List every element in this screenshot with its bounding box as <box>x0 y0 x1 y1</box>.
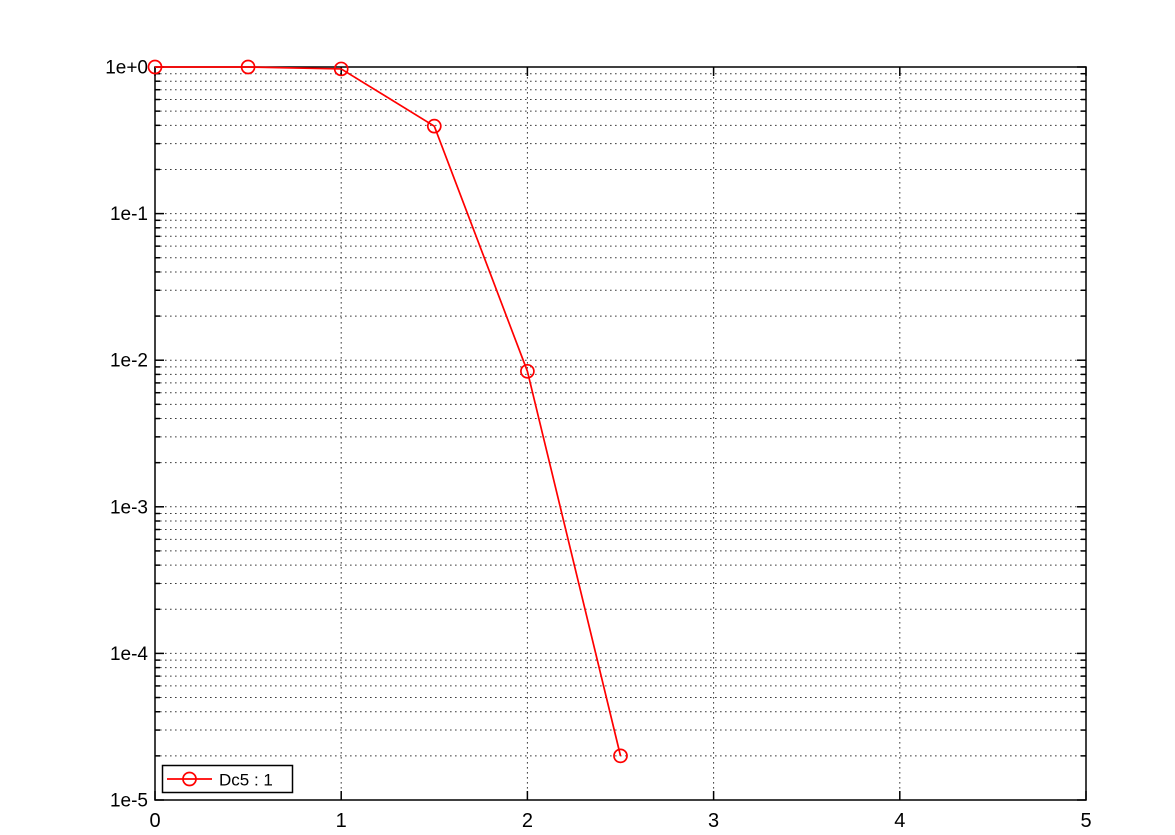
legend-label: Dc5 : 1 <box>219 771 273 790</box>
y-tick-label: 1e-5 <box>110 791 148 812</box>
x-tick-label: 1 <box>336 810 347 832</box>
series-line <box>155 66 622 757</box>
y-tick-label: 1e-4 <box>110 644 148 665</box>
y-tick-label: 1e+0 <box>105 58 148 79</box>
x-tick-label: 0 <box>149 810 160 832</box>
legend: Dc5 : 1 <box>161 764 294 794</box>
series-dc5 <box>147 59 628 764</box>
axis-ticks <box>154 66 1087 801</box>
legend-sample-marker <box>182 771 197 787</box>
grid <box>155 66 1086 801</box>
y-tick-label: 1e-3 <box>110 497 148 518</box>
tick-labels: 0 1 2 3 4 5 1e+0 1e-1 1e-2 1e-3 1e-4 1e-5 <box>105 58 1091 833</box>
y-tick-label: 1e-1 <box>110 204 148 225</box>
x-tick-label: 3 <box>708 810 719 832</box>
data-point-marker <box>613 748 628 764</box>
data-point-marker <box>240 59 256 75</box>
plot-border <box>154 66 1087 801</box>
x-tick-label: 2 <box>522 810 533 832</box>
x-tick-label: 4 <box>894 810 905 832</box>
y-tick-label: 1e-2 <box>110 351 148 372</box>
data-point-marker <box>147 59 163 75</box>
data-point-marker <box>426 118 442 134</box>
data-point-marker <box>333 61 349 77</box>
x-tick-label: 5 <box>1080 810 1091 832</box>
data-point-marker <box>520 363 535 379</box>
